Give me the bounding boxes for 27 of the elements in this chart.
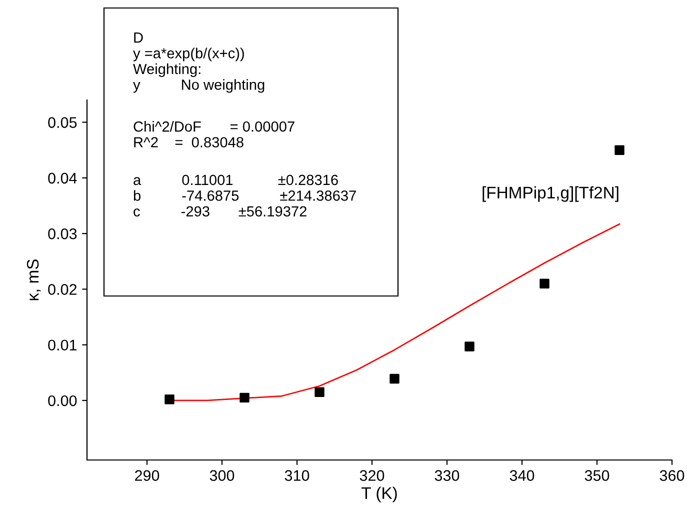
point xyxy=(614,145,624,155)
point xyxy=(540,278,550,288)
x-tick-label: 300 xyxy=(210,470,234,481)
y-tick-label: 0.03 xyxy=(48,228,77,240)
x-tick-label: 290 xyxy=(135,470,160,481)
x-tick-label: 310 xyxy=(284,470,310,481)
y-tick-label: 0.01 xyxy=(48,340,77,351)
y-axis-title: κ, mS xyxy=(26,259,41,300)
point xyxy=(314,387,324,397)
y-tick-label: 0.00 xyxy=(48,395,77,406)
x-tick-label: 330 xyxy=(434,470,460,481)
point xyxy=(240,392,250,403)
annotation: Chi^2/DoF = 0.00007 R^2 = 0.83048 xyxy=(134,121,294,148)
x-tick-label: 360 xyxy=(660,470,684,481)
x-tick-label: 350 xyxy=(584,470,610,481)
text: D y =a*exp(b/(x+c)) Weighting: y No weighting xyxy=(133,32,264,93)
series-label: [FHMPip1,g][Tf2N] xyxy=(482,186,618,202)
point xyxy=(390,374,400,384)
annotation: a 0.11001 ±0.28316 b -74.6875 ±214.38637 c -293 ±56.19372 xyxy=(134,174,356,217)
y-tick-label: 0.05 xyxy=(48,117,77,128)
y-tick-label: 0.02 xyxy=(48,284,77,295)
x-tick-label: 320 xyxy=(360,470,384,481)
point xyxy=(464,342,474,352)
point xyxy=(164,394,174,404)
x-axis-title: T (K) xyxy=(362,486,397,502)
y-tick-label: 0.04 xyxy=(48,172,77,184)
x-tick-label: 340 xyxy=(510,470,534,481)
